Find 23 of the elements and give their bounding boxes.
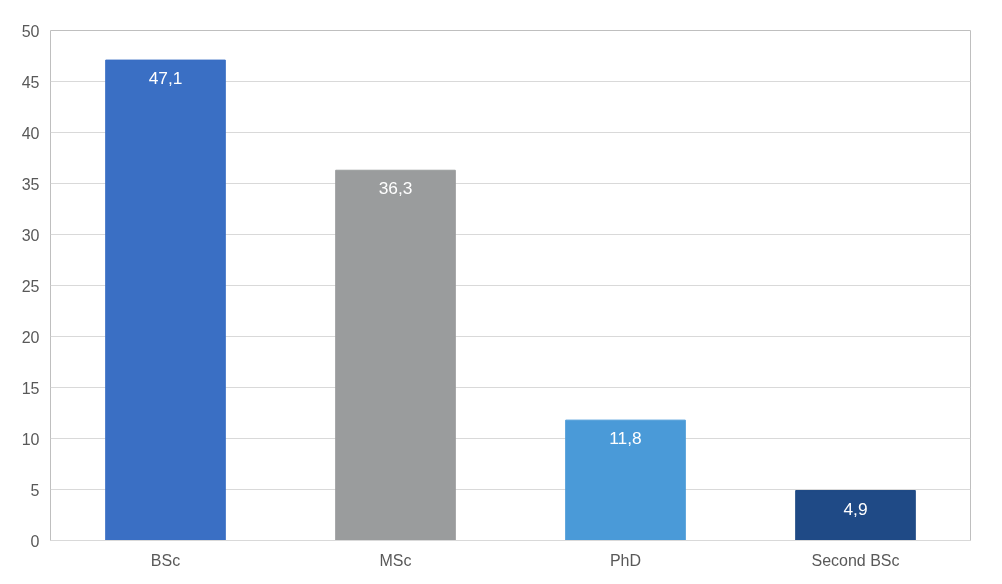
y-tick-label: 25 [21, 277, 40, 295]
data-label: 36,3 [378, 178, 413, 199]
bar [335, 169, 456, 541]
bar [795, 490, 916, 541]
y-tick-label: 30 [21, 226, 40, 244]
x-tick-label: BSc [150, 551, 181, 569]
x-tick-label: Second BSc [811, 551, 900, 569]
data-label: 4,9 [843, 498, 868, 519]
y-tick-label: 10 [21, 430, 40, 448]
y-tick-label: 40 [21, 124, 40, 142]
y-tick-label: 20 [21, 328, 40, 346]
y-tick-label: 5 [30, 481, 40, 499]
data-label: 11,8 [609, 428, 642, 449]
bar [565, 419, 686, 541]
y-tick-label: 35 [21, 175, 40, 193]
x-tick-label: PhD [609, 551, 642, 569]
y-tick-label: 45 [21, 73, 40, 91]
data-label: 47,1 [148, 68, 183, 89]
y-tick-label: 0 [30, 532, 40, 550]
y-tick-label: 50 [21, 22, 40, 40]
y-tick-label: 15 [21, 379, 40, 397]
x-tick-label: MSc [379, 551, 412, 569]
bar [105, 59, 226, 541]
